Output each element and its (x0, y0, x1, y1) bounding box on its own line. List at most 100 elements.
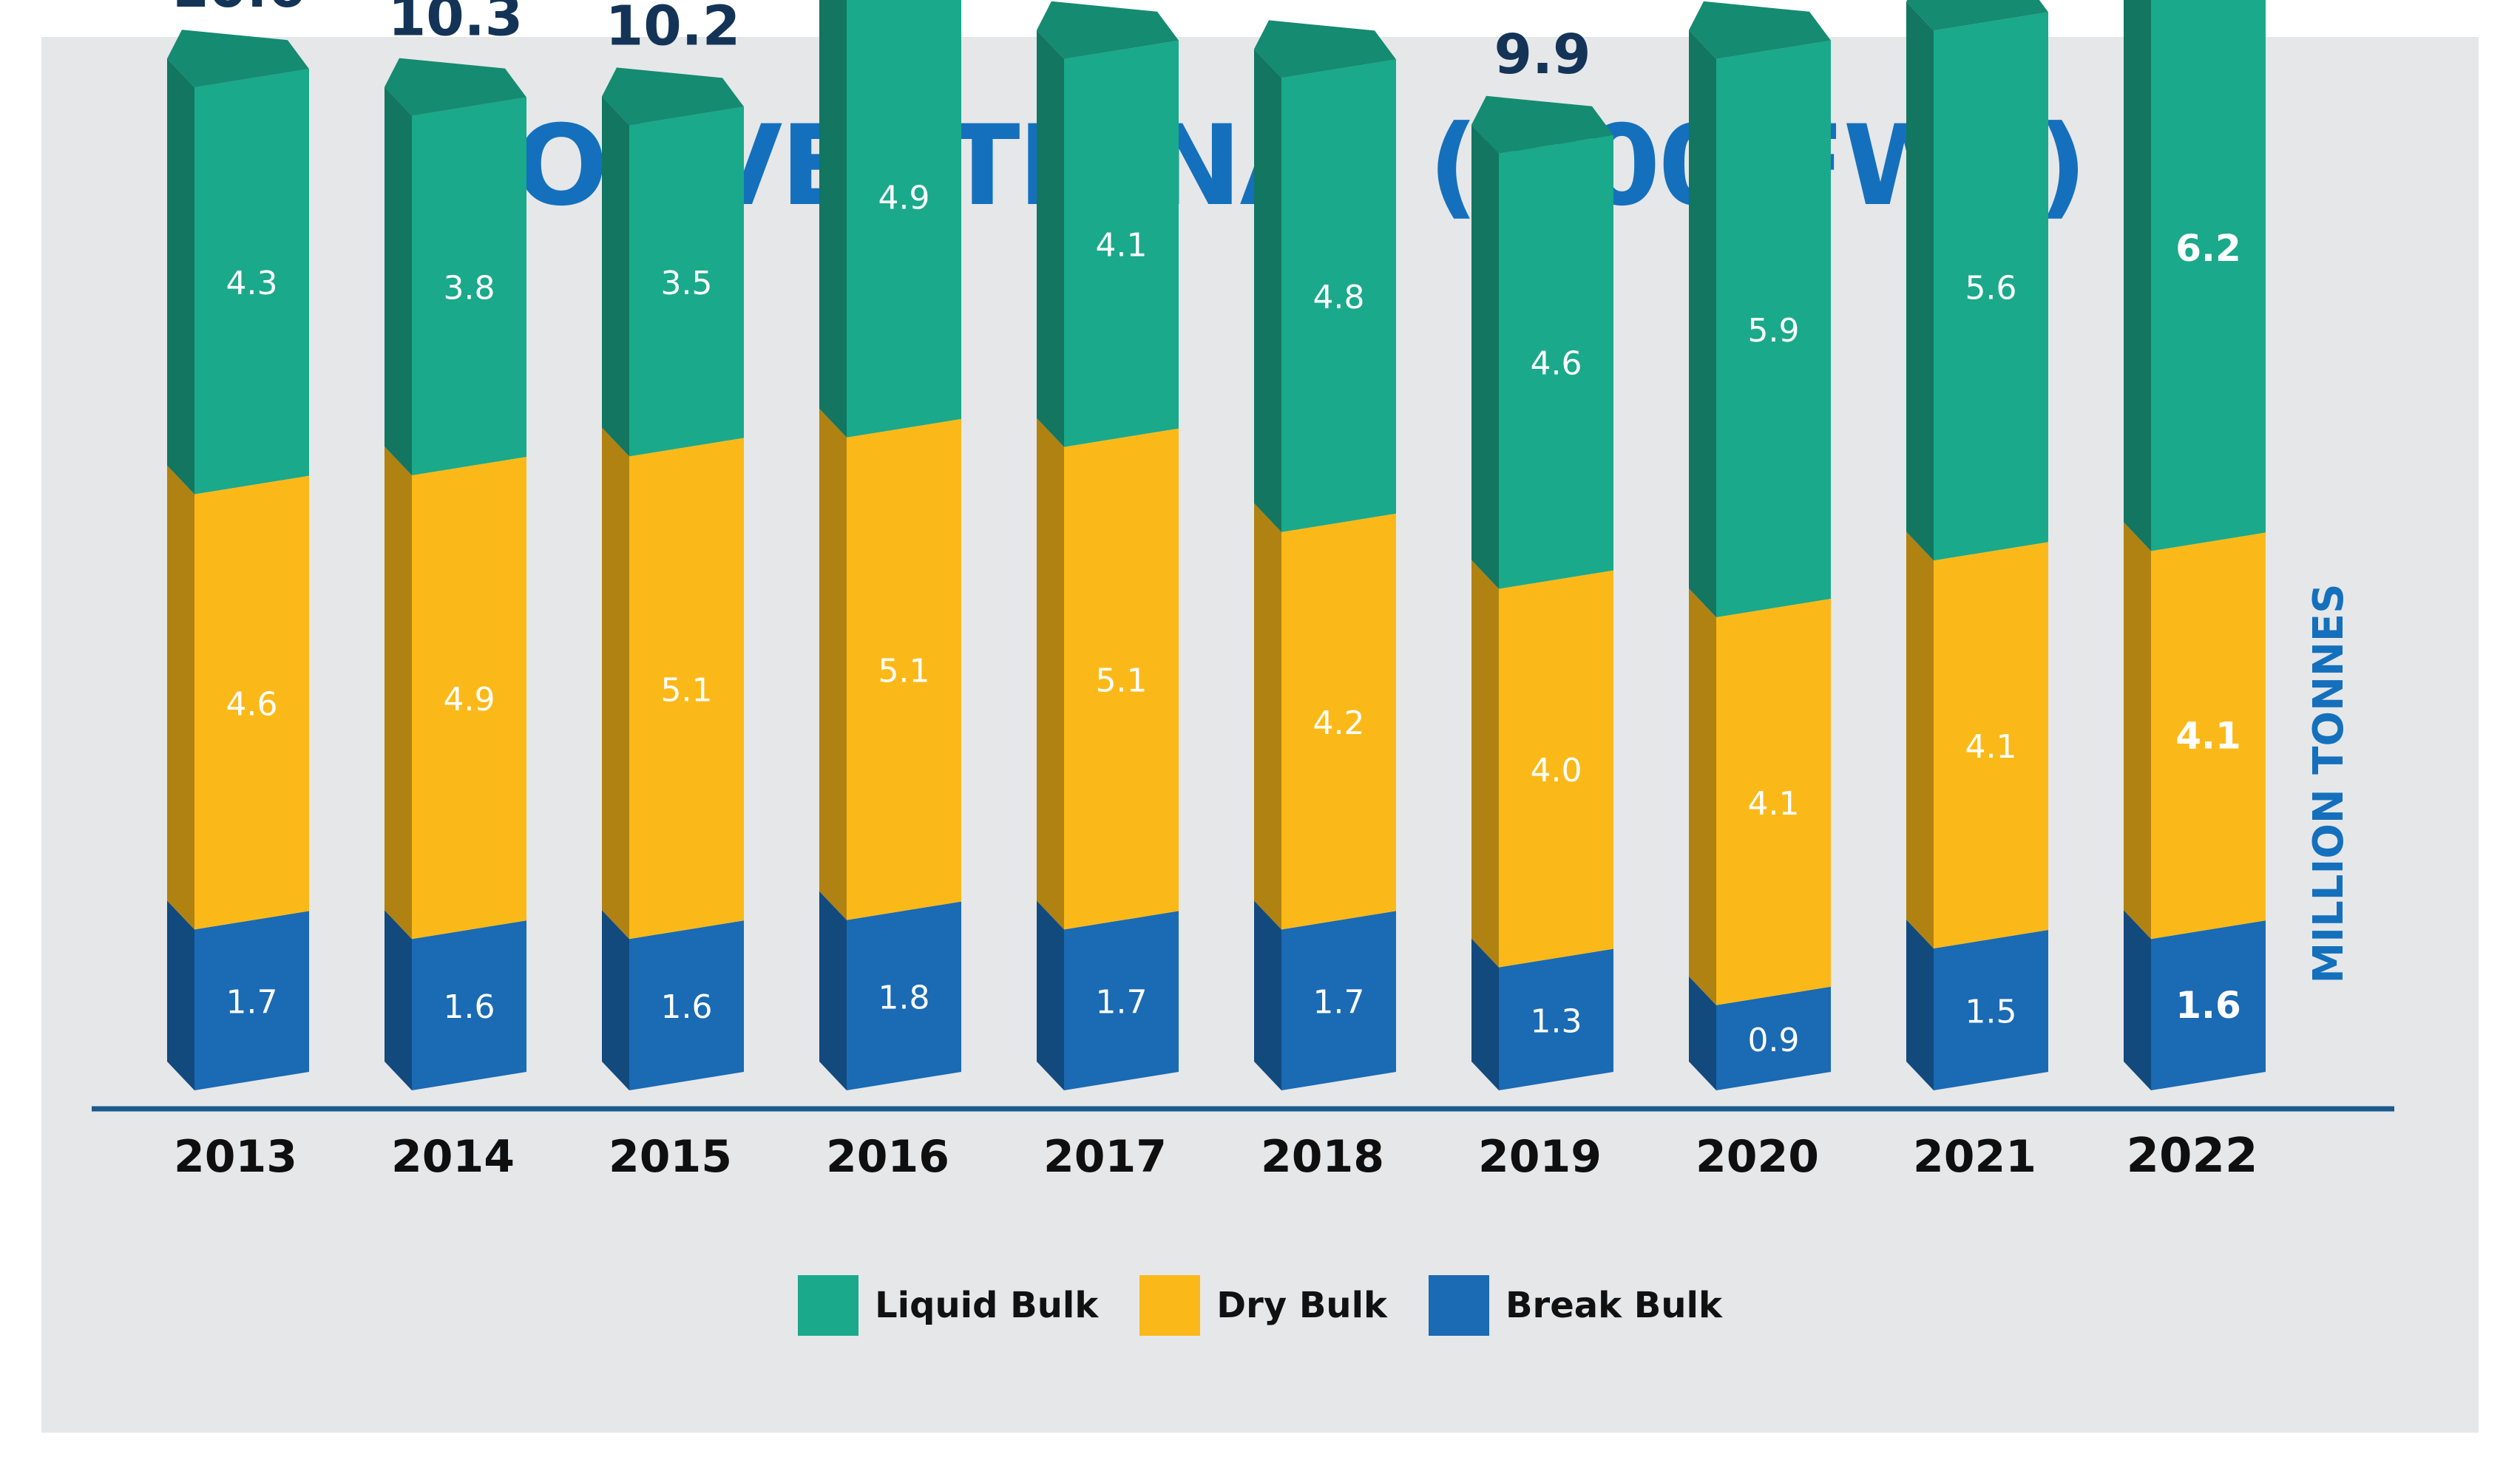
legend-label-break-bulk: Break Bulk (1505, 1285, 1722, 1326)
bar-side-2017-dry-bulk (1037, 418, 1064, 930)
x-tick-label-2021: 2021 (1913, 1131, 2036, 1183)
bar-top-2014 (385, 58, 526, 116)
data-label-2015-break-bulk: 1.6 (661, 988, 713, 1026)
data-label-2018-break-bulk: 1.7 (1313, 984, 1365, 1022)
data-label-2015-dry-bulk: 5.1 (661, 671, 713, 709)
data-label-2019-liquid-bulk: 4.6 (1531, 345, 1582, 383)
data-label-2014-break-bulk: 1.6 (444, 988, 495, 1026)
data-label-2015-liquid-bulk: 3.5 (661, 265, 713, 302)
bar-side-2016-dry-bulk (819, 408, 847, 920)
bar-2022-dry-bulk (2151, 532, 2266, 940)
bar-side-2015-break-bulk (602, 910, 629, 1090)
legend: Liquid Bulk Dry Bulk Break Bulk (0, 1275, 2520, 1336)
data-label-2013-break-bulk: 1.7 (226, 984, 278, 1022)
x-tick-label-2017: 2017 (1043, 1131, 1167, 1183)
x-tick-label-2015: 2015 (609, 1131, 732, 1183)
bar-side-2018-liquid-bulk (1254, 49, 1281, 532)
bar-side-2017-liquid-bulk (1037, 30, 1064, 447)
bar-2021-break-bulk (1934, 930, 2048, 1090)
legend-item-liquid-bulk: Liquid Bulk (798, 1275, 1098, 1336)
bar-side-2022-break-bulk (2124, 910, 2151, 1090)
bar-2019-break-bulk (1499, 948, 1613, 1090)
x-tick-label-2016: 2016 (826, 1131, 949, 1183)
data-label-2019-dry-bulk: 4.0 (1531, 752, 1582, 789)
bar-top-2020 (1689, 1, 1831, 59)
bar-2017-liquid-bulk (1064, 40, 1179, 447)
bar-side-2015-dry-bulk (602, 427, 629, 940)
total-label-2014: 10.3 (388, 0, 524, 49)
data-label-2022-liquid-bulk: 6.2 (2175, 227, 2241, 270)
x-tick-label-2022: 2022 (2126, 1129, 2258, 1183)
data-label-2022-break-bulk: 1.6 (2175, 984, 2241, 1027)
bar-2018-liquid-bulk (1281, 59, 1396, 532)
bar-top-2018 (1254, 20, 1396, 78)
bar-2017-break-bulk (1064, 911, 1179, 1090)
bar-2022-break-bulk (2151, 920, 2266, 1090)
total-label-2013: 10.6 (171, 0, 306, 20)
bar-2018-dry-bulk (1281, 513, 1396, 930)
total-label-2015: 10.2 (606, 0, 741, 58)
data-label-2013-dry-bulk: 4.6 (226, 686, 278, 724)
data-label-2022-dry-bulk: 4.1 (2175, 714, 2241, 757)
bar-side-2022-liquid-bulk (2124, 0, 2151, 551)
bar-2017-dry-bulk (1064, 428, 1179, 930)
data-label-2021-dry-bulk: 4.1 (1965, 728, 2017, 766)
bar-side-2014-break-bulk (385, 910, 412, 1090)
bar-side-2021-dry-bulk (1906, 531, 1934, 948)
bar-2019-dry-bulk (1499, 570, 1613, 968)
bar-2013-break-bulk (194, 911, 309, 1090)
bar-2013-dry-bulk (194, 475, 309, 930)
legend-swatch-dry-bulk (1139, 1275, 1201, 1336)
data-label-2017-liquid-bulk: 4.1 (1096, 227, 1148, 265)
bar-side-2014-liquid-bulk (385, 86, 412, 476)
x-tick-label-2013: 2013 (174, 1131, 297, 1183)
bar-2013-liquid-bulk (194, 69, 309, 495)
data-label-2018-liquid-bulk: 4.8 (1313, 279, 1365, 316)
bar-2014-break-bulk (412, 920, 526, 1090)
bar-side-2019-dry-bulk (1471, 560, 1499, 968)
legend-item-dry-bulk: Dry Bulk (1139, 1275, 1387, 1336)
bar-2015-break-bulk (629, 920, 744, 1090)
data-label-2019-break-bulk: 1.3 (1531, 1002, 1582, 1040)
bar-2020-break-bulk (1716, 986, 1831, 1090)
bar-top-2019 (1471, 95, 1613, 154)
bar-2015-liquid-bulk (629, 106, 744, 457)
bar-top-2015 (602, 67, 744, 126)
bar-2016-break-bulk (847, 901, 961, 1090)
legend-label-dry-bulk: Dry Bulk (1216, 1285, 1387, 1326)
data-label-2020-break-bulk: 0.9 (1748, 1022, 1800, 1059)
x-tick-label-2018: 2018 (1261, 1131, 1384, 1183)
data-label-2021-break-bulk: 1.5 (1965, 994, 2017, 1031)
data-label-2017-break-bulk: 1.7 (1096, 984, 1148, 1022)
bar-side-2014-dry-bulk (385, 446, 412, 940)
bar-2022-liquid-bulk (2151, 0, 2266, 551)
total-label-2019: 9.9 (1494, 23, 1591, 86)
data-label-2020-liquid-bulk: 5.9 (1748, 312, 1800, 350)
bar-side-2018-dry-bulk (1254, 503, 1281, 930)
bar-2014-liquid-bulk (412, 97, 526, 475)
bar-2014-dry-bulk (412, 457, 526, 940)
bar-2015-dry-bulk (629, 438, 744, 940)
total-label-2018: 10.7 (1258, 0, 1393, 10)
bar-2018-break-bulk (1281, 911, 1396, 1090)
bar-top-2021 (1906, 0, 2048, 31)
legend-swatch-liquid-bulk (798, 1275, 859, 1336)
bar-side-2015-liquid-bulk (602, 96, 629, 457)
bar-side-2013-liquid-bulk (167, 58, 194, 495)
bar-side-2016-liquid-bulk (819, 0, 847, 438)
legend-label-liquid-bulk: Liquid Bulk (875, 1285, 1099, 1326)
data-label-2014-dry-bulk: 4.9 (444, 681, 495, 719)
legend-item-break-bulk: Break Bulk (1428, 1275, 1722, 1336)
data-label-2020-dry-bulk: 4.1 (1748, 785, 1800, 823)
bar-side-2018-break-bulk (1254, 900, 1281, 1090)
x-tick-label-2020: 2020 (1696, 1131, 1819, 1183)
bar-2021-dry-bulk (1934, 542, 2048, 948)
data-label-2018-dry-bulk: 4.2 (1313, 704, 1365, 742)
bar-2020-dry-bulk (1716, 599, 1831, 1005)
bar-2019-liquid-bulk (1499, 135, 1613, 589)
bar-2021-liquid-bulk (1934, 12, 2048, 561)
data-label-2016-break-bulk: 1.8 (878, 979, 930, 1016)
bar-2016-dry-bulk (847, 418, 961, 920)
x-tick-label-2019: 2019 (1478, 1131, 1602, 1183)
